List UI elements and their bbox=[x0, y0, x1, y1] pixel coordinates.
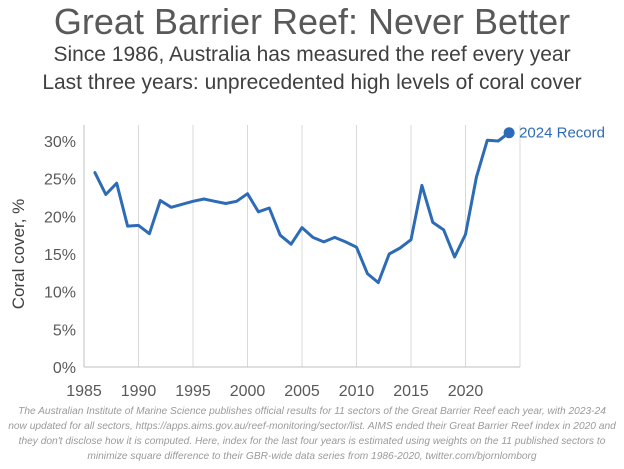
x-tick-label-1985: 1985 bbox=[66, 383, 102, 400]
y-tick-label-30: 30% bbox=[44, 134, 76, 151]
x-tick-label-2000: 2000 bbox=[230, 383, 266, 400]
chart-title: Great Barrier Reef: Never Better bbox=[53, 1, 571, 42]
y-tick-label-0: 0% bbox=[53, 360, 76, 377]
y-tick-label-15: 15% bbox=[44, 247, 76, 264]
x-tick-label-1995: 1995 bbox=[175, 383, 211, 400]
y-tick-label-20: 20% bbox=[44, 209, 76, 226]
record-2024-marker bbox=[503, 127, 515, 139]
grid-lines bbox=[138, 125, 521, 367]
x-tick-label-2015: 2015 bbox=[393, 383, 429, 400]
coral-cover-series-line bbox=[93, 131, 511, 285]
chart-subtitle-2: Last three years: unprecedented high lev… bbox=[42, 71, 582, 94]
y-tick-label-25: 25% bbox=[44, 172, 76, 189]
chart-subtitle-1: Since 1986, Australia has measured the r… bbox=[53, 43, 571, 66]
record-annotation: 2024 Record bbox=[519, 125, 605, 142]
x-tick-label-2010: 2010 bbox=[339, 383, 375, 400]
x-tick-label-2005: 2005 bbox=[284, 383, 320, 400]
x-axis: 1985 1990 1995 2000 2005 2010 2015 2020 bbox=[66, 366, 520, 400]
x-tick-label-1990: 1990 bbox=[121, 383, 157, 400]
y-axis: 0% 5% 10% 15% 20% 25% 30% bbox=[44, 125, 85, 377]
y-axis-label: Coral cover, % bbox=[9, 199, 28, 310]
x-tick-label-2020: 2020 bbox=[448, 383, 484, 400]
source-footnote: The Australian Institute of Marine Scien… bbox=[8, 406, 616, 462]
y-tick-label-5: 5% bbox=[53, 322, 76, 339]
y-tick-label-10: 10% bbox=[44, 285, 76, 302]
